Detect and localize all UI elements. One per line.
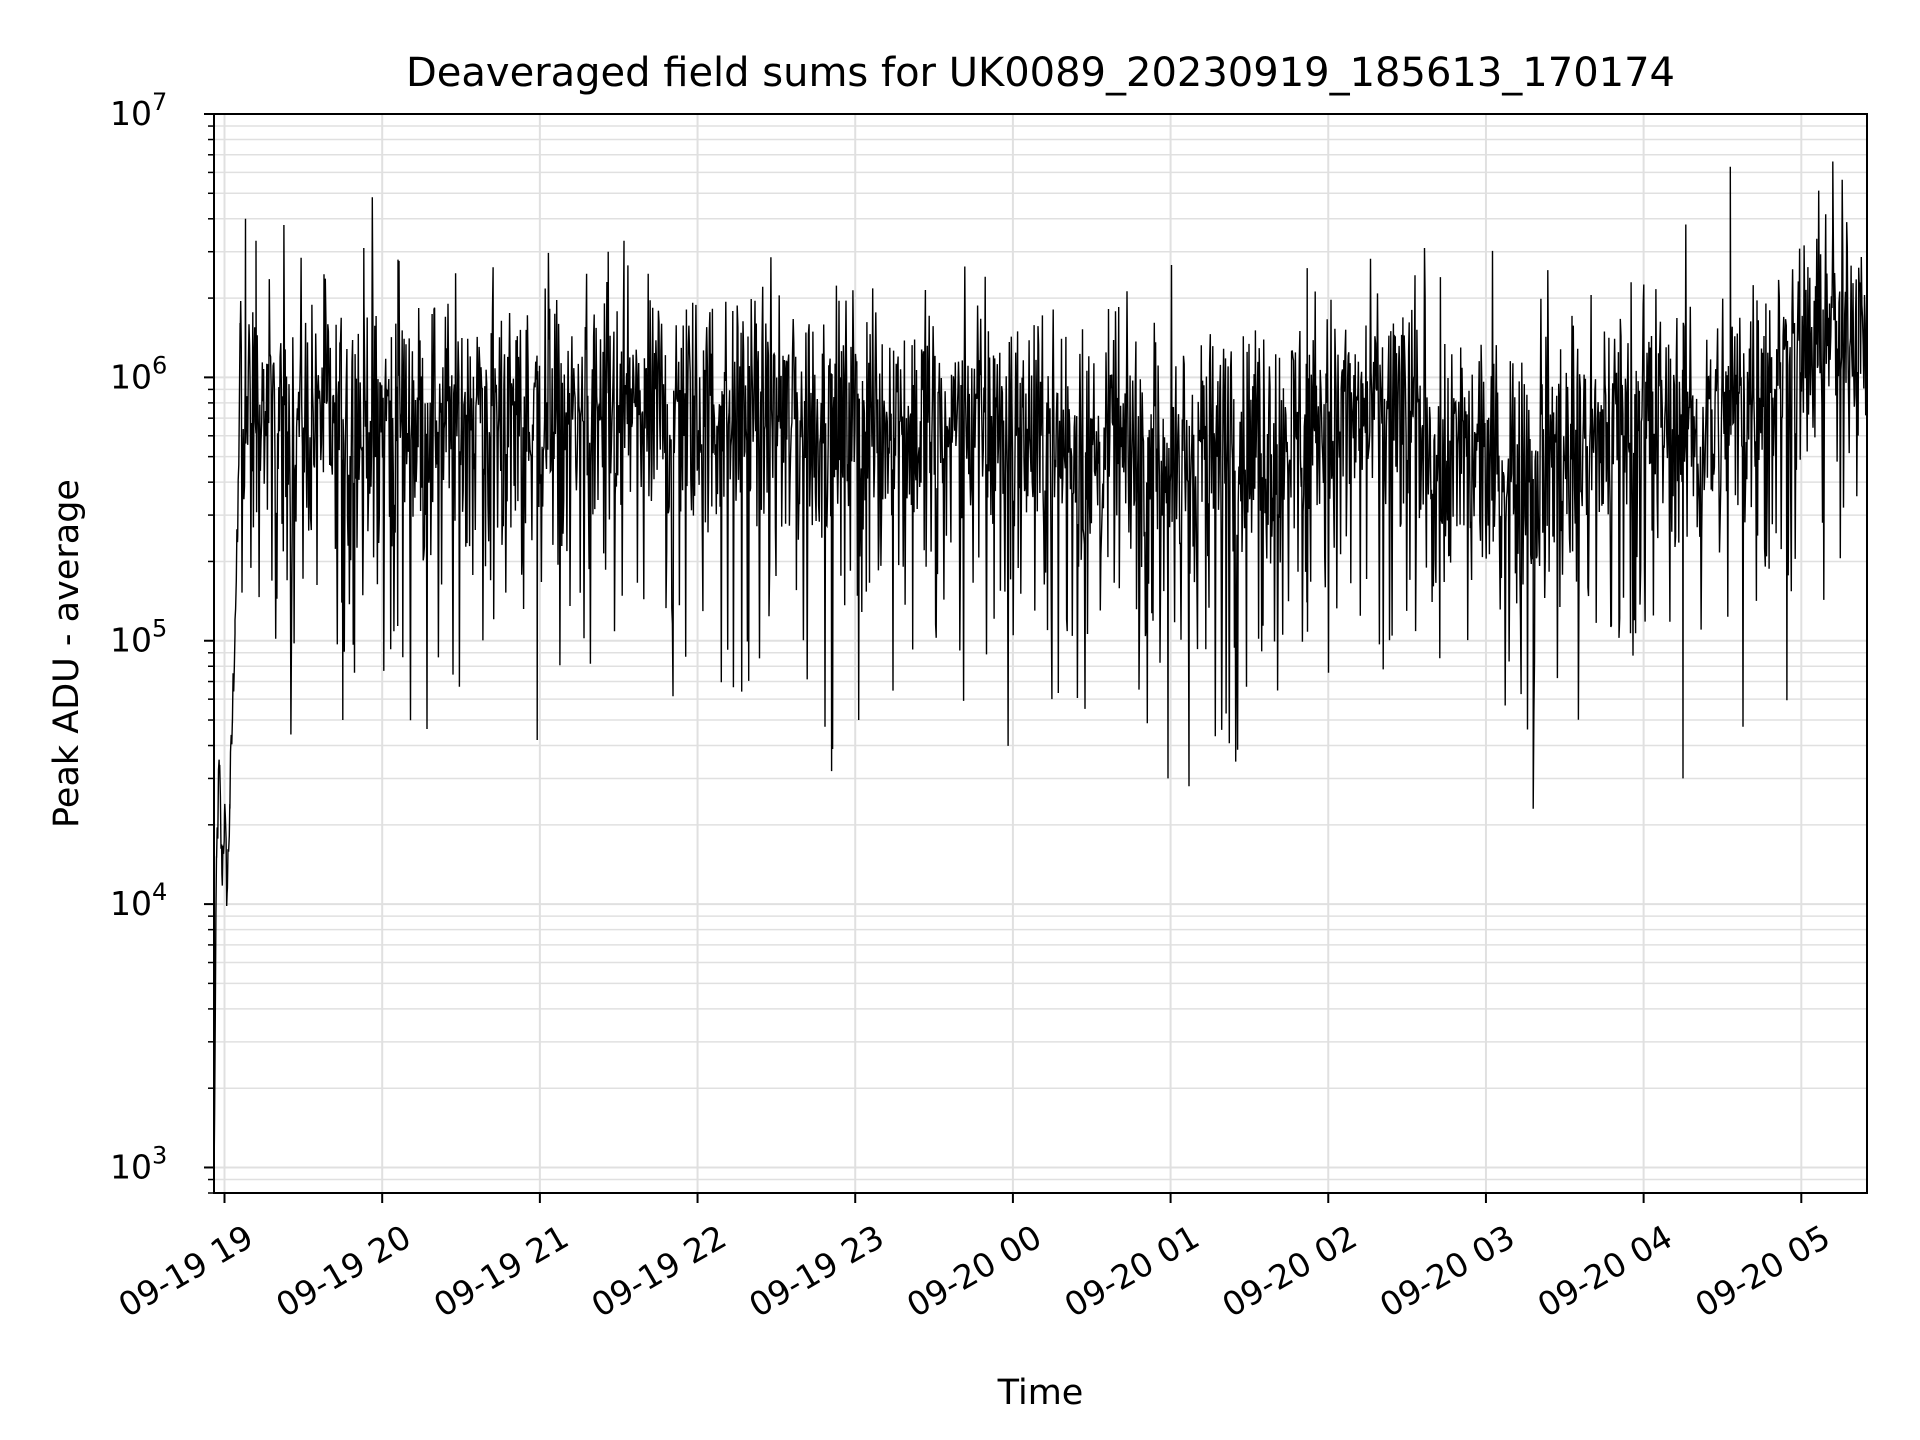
x-tick-label: 09-20 05 (1689, 1217, 1837, 1325)
x-tick-label: 09-20 00 (900, 1217, 1048, 1325)
y-tick-label: 104 (110, 878, 167, 923)
grid-layer (214, 113, 1867, 1194)
y-tick-base: 10 (110, 94, 152, 133)
y-tick-exponent: 4 (152, 878, 167, 906)
y-tick-base: 10 (110, 357, 152, 396)
x-tick-label: 09-19 23 (742, 1217, 890, 1325)
y-tick-label: 106 (110, 351, 167, 396)
x-tick-label: 09-19 20 (269, 1217, 417, 1325)
x-tick-label: 09-20 01 (1058, 1217, 1206, 1325)
x-tick-label: 09-19 21 (427, 1217, 575, 1325)
y-tick-label: 105 (110, 615, 167, 660)
y-tick-label: 103 (110, 1141, 167, 1186)
y-tick-exponent: 6 (152, 351, 167, 379)
x-tick-label: 09-19 22 (585, 1217, 733, 1325)
y-tick-base: 10 (110, 1147, 152, 1186)
series-line (213, 161, 1868, 1180)
y-axis-label: Peak ADU - average (47, 479, 87, 828)
y-tick-exponent: 5 (152, 615, 167, 643)
y-tick-base: 10 (110, 621, 152, 660)
ticks-layer: 09-19 19 09-19 20 09-19 21 09-19 22 09-19 23… (110, 88, 1837, 1325)
y-tick-exponent: 7 (152, 88, 167, 116)
x-tick-label: 09-19 19 (112, 1217, 260, 1325)
x-tick-label: 09-20 03 (1373, 1217, 1521, 1325)
x-tick-label: 09-20 04 (1531, 1217, 1679, 1325)
chart-title: Deaveraged field sums for UK0089_2023091… (406, 50, 1675, 96)
y-tick-exponent: 3 (152, 1141, 167, 1169)
y-tick-label: 107 (110, 88, 167, 133)
x-axis-label: Time (997, 1373, 1084, 1413)
series-layer (213, 161, 1868, 1180)
x-tick-label: 09-20 02 (1215, 1217, 1363, 1325)
y-tick-base: 10 (110, 884, 152, 923)
